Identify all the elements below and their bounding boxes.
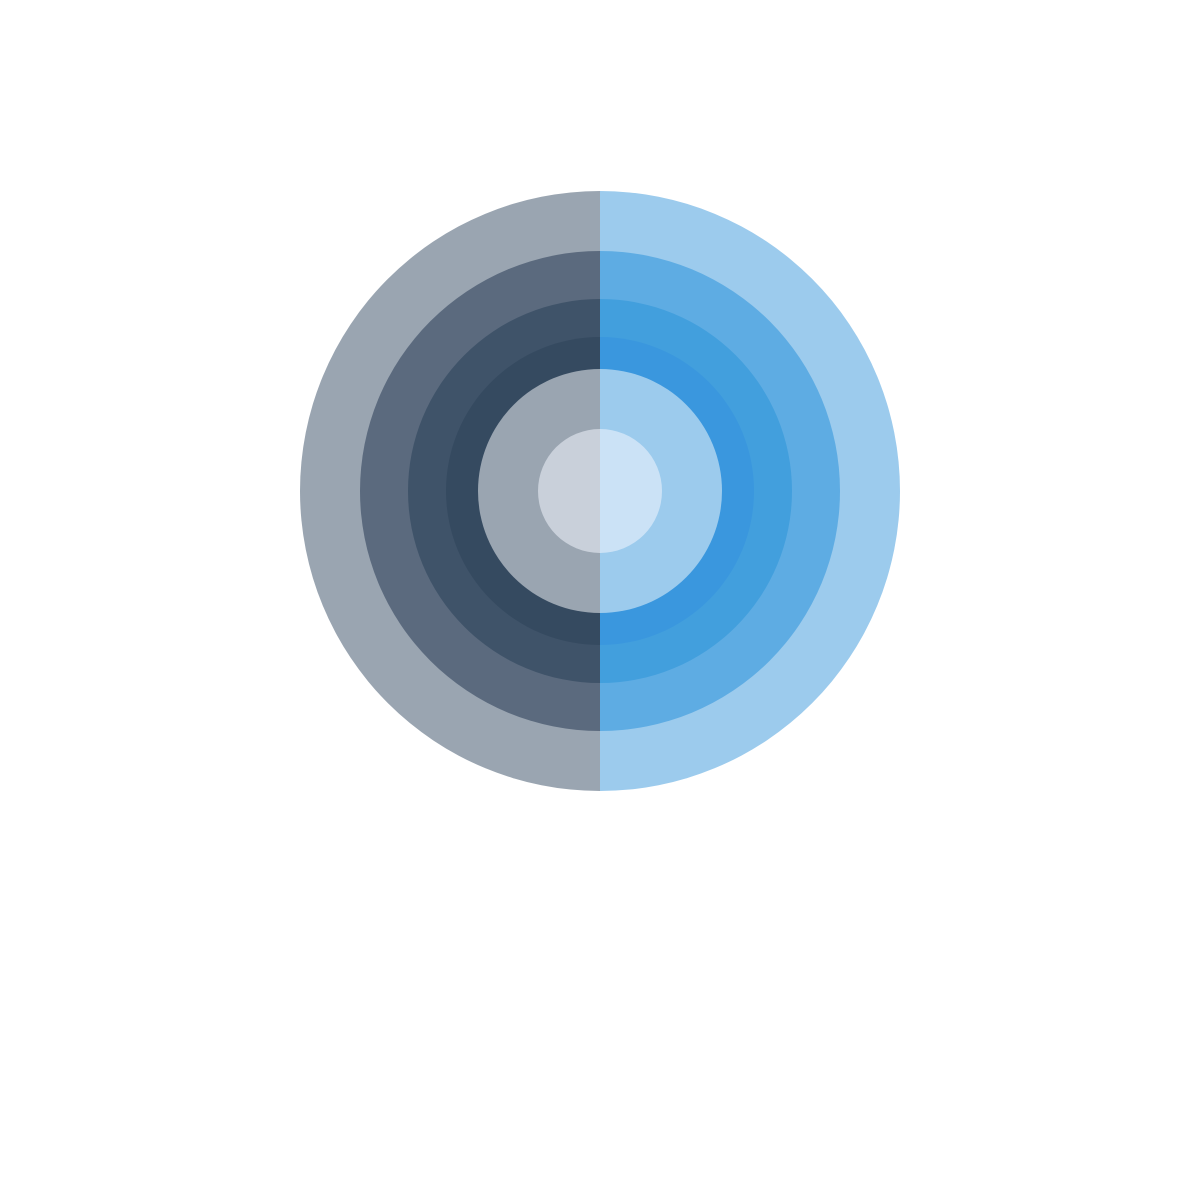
wordmark-text <box>0 840 1200 980</box>
ring-inner-left-half <box>538 429 600 553</box>
ring-inner-right-half <box>600 429 662 553</box>
